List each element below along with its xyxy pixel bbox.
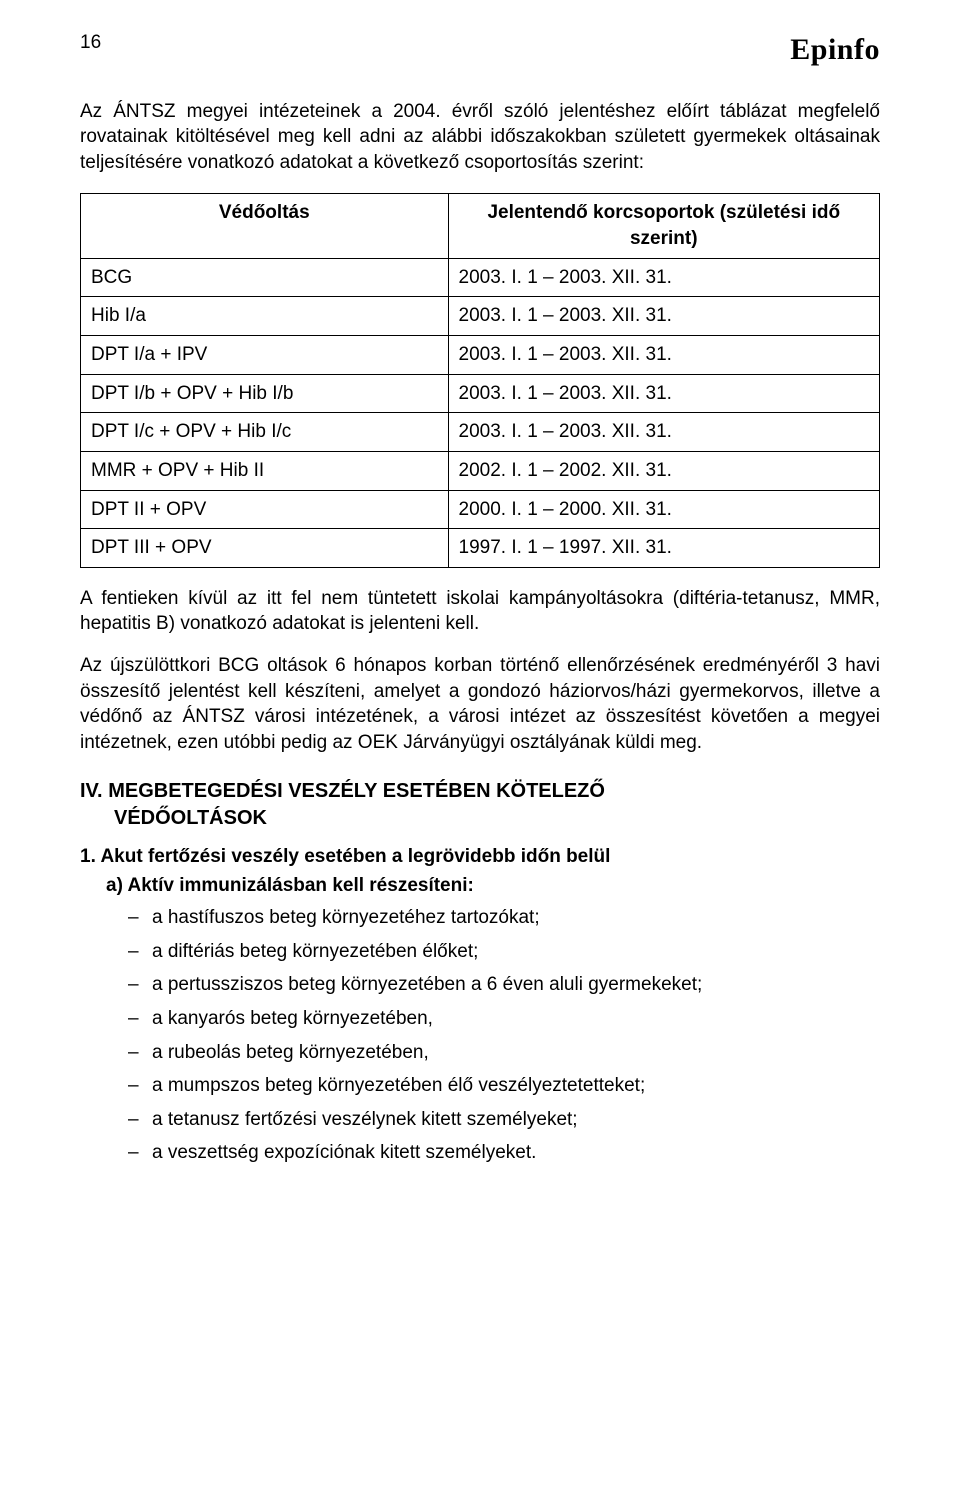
table-row: DPT I/c + OPV + Hib I/c2003. I. 1 – 2003…	[81, 413, 880, 452]
bullet-item: a rubeolás beteg környezetében,	[152, 1040, 880, 1066]
list-item-1: 1. Akut fertőzési veszély esetében a leg…	[80, 844, 880, 1166]
table-row: MMR + OPV + Hib II2002. I. 1 – 2002. XII…	[81, 451, 880, 490]
table-row: DPT III + OPV1997. I. 1 – 1997. XII. 31.	[81, 529, 880, 568]
dash-bullet-list: a hastífuszos beteg környezetéhez tartoz…	[100, 905, 880, 1166]
bullet-item: a tetanusz fertőzési veszélynek kitett s…	[152, 1107, 880, 1133]
cell-agegroup: 1997. I. 1 – 1997. XII. 31.	[448, 529, 879, 568]
paragraph-1: A fentieken kívül az itt fel nem tüntete…	[80, 586, 880, 637]
cell-agegroup: 2003. I. 1 – 2003. XII. 31.	[448, 335, 879, 374]
numbered-list: 1. Akut fertőzési veszély esetében a leg…	[80, 844, 880, 1166]
page-header: 16 Epinfo	[80, 30, 880, 71]
cell-agegroup: 2000. I. 1 – 2000. XII. 31.	[448, 490, 879, 529]
table-row: DPT II + OPV2000. I. 1 – 2000. XII. 31.	[81, 490, 880, 529]
cell-agegroup: 2003. I. 1 – 2003. XII. 31.	[448, 413, 879, 452]
cell-vaccine: DPT II + OPV	[81, 490, 449, 529]
table-row: DPT I/b + OPV + Hib I/b2003. I. 1 – 2003…	[81, 374, 880, 413]
section-title-line2: VÉDŐOLTÁSOK	[80, 805, 880, 832]
table-header-row: Védőoltás Jelentendő korcsoportok (szüle…	[81, 194, 880, 258]
cell-vaccine: MMR + OPV + Hib II	[81, 451, 449, 490]
col-header-vaccine: Védőoltás	[81, 194, 449, 258]
cell-vaccine: DPT I/c + OPV + Hib I/c	[81, 413, 449, 452]
list-item-1a: a) Aktív immunizálásban kell részesíteni…	[126, 873, 880, 899]
section-title-line1: MEGBETEGEDÉSI VESZÉLY ESETÉBEN KÖTELEZŐ	[108, 780, 605, 802]
cell-vaccine: DPT I/b + OPV + Hib I/b	[81, 374, 449, 413]
cell-vaccine: DPT III + OPV	[81, 529, 449, 568]
item1-number: 1.	[80, 846, 96, 867]
table-row: Hib I/a2003. I. 1 – 2003. XII. 31.	[81, 297, 880, 336]
cell-agegroup: 2003. I. 1 – 2003. XII. 31.	[448, 374, 879, 413]
item1a-number: a)	[106, 875, 123, 896]
item1a-text: Aktív immunizálásban kell részesíteni:	[127, 875, 473, 896]
table-row: BCG2003. I. 1 – 2003. XII. 31.	[81, 258, 880, 297]
cell-vaccine: DPT I/a + IPV	[81, 335, 449, 374]
col-header-agegroup: Jelentendő korcsoportok (születési idő s…	[448, 194, 879, 258]
cell-vaccine: Hib I/a	[81, 297, 449, 336]
letter-list: a) Aktív immunizálásban kell részesíteni…	[100, 873, 880, 899]
paragraph-2: Az újszülöttkori BCG oltások 6 hónapos k…	[80, 653, 880, 756]
cell-agegroup: 2002. I. 1 – 2002. XII. 31.	[448, 451, 879, 490]
table-row: DPT I/a + IPV2003. I. 1 – 2003. XII. 31.	[81, 335, 880, 374]
brand-logo: Epinfo	[790, 30, 880, 71]
item1-text: Akut fertőzési veszély esetében a legröv…	[100, 846, 610, 867]
cell-vaccine: BCG	[81, 258, 449, 297]
bullet-item: a pertussziszos beteg környezetében a 6 …	[152, 972, 880, 998]
bullet-item: a veszettség expozíciónak kitett személy…	[152, 1140, 880, 1166]
intro-paragraph: Az ÁNTSZ megyei intézeteinek a 2004. évr…	[80, 99, 880, 176]
bullet-item: a hastífuszos beteg környezetéhez tartoz…	[152, 905, 880, 931]
cell-agegroup: 2003. I. 1 – 2003. XII. 31.	[448, 258, 879, 297]
section-iv-heading: IV. MEGBETEGEDÉSI VESZÉLY ESETÉBEN KÖTEL…	[80, 778, 880, 832]
bullet-item: a kanyarós beteg környezetében,	[152, 1006, 880, 1032]
section-number: IV.	[80, 778, 103, 805]
vaccination-table: Védőoltás Jelentendő korcsoportok (szüle…	[80, 193, 880, 567]
bullet-item: a mumpszos beteg környezetében élő veszé…	[152, 1073, 880, 1099]
cell-agegroup: 2003. I. 1 – 2003. XII. 31.	[448, 297, 879, 336]
page-number: 16	[80, 30, 101, 56]
bullet-item: a diftériás beteg környezetében élőket;	[152, 939, 880, 965]
